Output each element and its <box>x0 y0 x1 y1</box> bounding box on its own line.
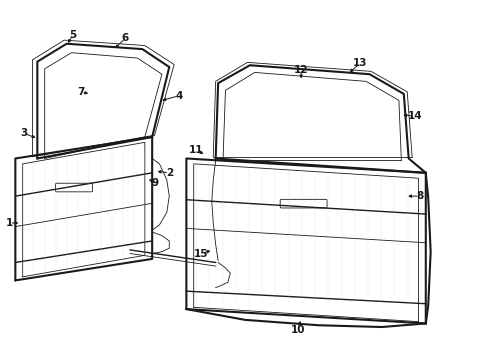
Text: 6: 6 <box>122 33 129 43</box>
Text: 13: 13 <box>353 58 367 68</box>
Text: 9: 9 <box>151 177 159 188</box>
Text: 11: 11 <box>189 144 203 154</box>
Text: 10: 10 <box>291 325 305 335</box>
Text: 15: 15 <box>194 248 208 258</box>
Text: 3: 3 <box>21 129 28 138</box>
Text: 5: 5 <box>70 30 76 40</box>
Text: 14: 14 <box>408 111 422 121</box>
Text: 7: 7 <box>77 87 85 97</box>
Text: 1: 1 <box>6 218 13 228</box>
Text: 8: 8 <box>416 191 423 201</box>
Text: 2: 2 <box>166 168 173 178</box>
Text: 4: 4 <box>175 91 183 101</box>
Text: 12: 12 <box>294 64 308 75</box>
